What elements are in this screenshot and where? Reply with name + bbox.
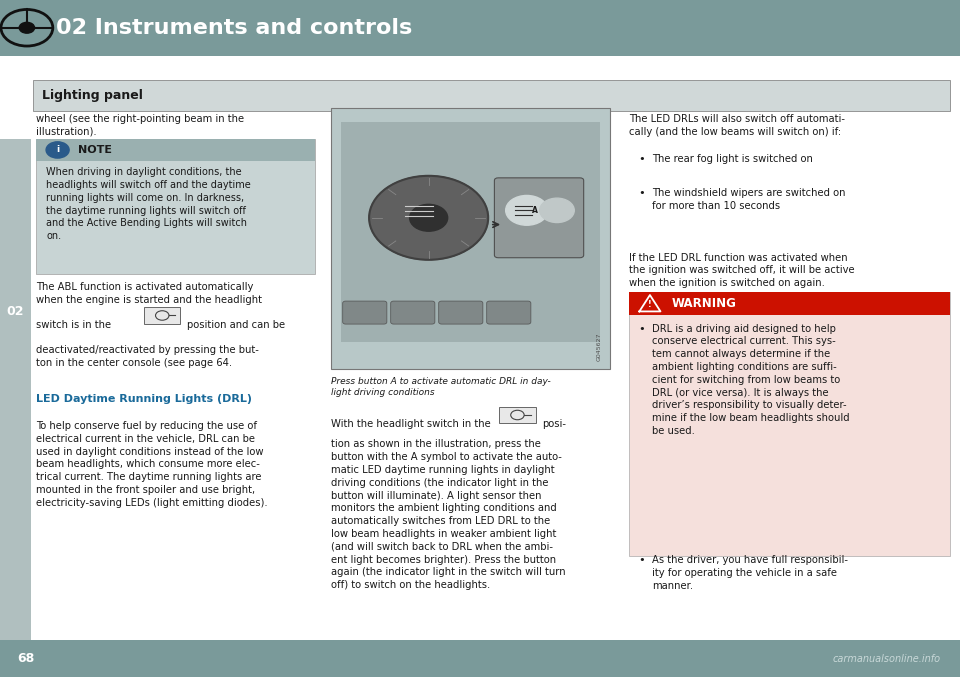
Text: Press button A to activate automatic DRL in day-
light driving conditions: Press button A to activate automatic DRL… (331, 377, 551, 397)
Text: As the driver, you have full responsibil-
ity for operating the vehicle in a saf: As the driver, you have full responsibil… (652, 555, 848, 591)
Circle shape (19, 22, 35, 33)
Text: Lighting panel: Lighting panel (42, 89, 143, 102)
Text: A: A (532, 206, 538, 215)
FancyBboxPatch shape (0, 0, 960, 56)
Text: •: • (638, 188, 645, 198)
Text: •: • (638, 324, 645, 334)
Text: NOTE: NOTE (78, 145, 111, 155)
Text: •: • (638, 154, 645, 165)
FancyBboxPatch shape (499, 407, 536, 423)
Text: i: i (56, 146, 60, 154)
FancyBboxPatch shape (0, 139, 31, 640)
Text: The LED DRLs will also switch off automati-
cally (and the low beams will switch: The LED DRLs will also switch off automa… (629, 114, 845, 137)
Text: switch is in the: switch is in the (36, 320, 111, 330)
Text: wheel (see the right-pointing beam in the
illustration).: wheel (see the right-pointing beam in th… (36, 114, 245, 137)
Text: 02: 02 (7, 305, 24, 318)
FancyBboxPatch shape (391, 301, 435, 324)
Text: LED Daytime Running Lights (DRL): LED Daytime Running Lights (DRL) (36, 394, 252, 404)
Text: carmanualsonline.info: carmanualsonline.info (832, 654, 941, 663)
Text: The rear fog light is switched on: The rear fog light is switched on (652, 154, 813, 165)
Text: WARNING: WARNING (672, 297, 737, 311)
Text: 68: 68 (17, 652, 35, 665)
Circle shape (410, 204, 447, 232)
Text: With the headlight switch in the: With the headlight switch in the (331, 419, 491, 429)
Text: The ABL function is activated automatically
when the engine is started and the h: The ABL function is activated automatica… (36, 282, 262, 305)
Text: tion as shown in the illustration, press the
button with the A symbol to activat: tion as shown in the illustration, press… (331, 439, 565, 590)
Circle shape (46, 141, 69, 158)
Circle shape (369, 176, 488, 260)
Text: If the LED DRL function was activated when
the ignition was switched off, it wil: If the LED DRL function was activated wh… (629, 253, 854, 288)
Text: !: ! (648, 300, 652, 309)
FancyBboxPatch shape (629, 292, 950, 556)
FancyBboxPatch shape (36, 139, 315, 274)
FancyBboxPatch shape (36, 139, 315, 161)
Text: The windshield wipers are switched on
for more than 10 seconds: The windshield wipers are switched on fo… (652, 188, 846, 211)
Text: •: • (638, 555, 645, 565)
FancyBboxPatch shape (439, 301, 483, 324)
Circle shape (540, 198, 574, 223)
Text: To help conserve fuel by reducing the use of
electrical current in the vehicle, : To help conserve fuel by reducing the us… (36, 421, 268, 508)
FancyBboxPatch shape (0, 640, 960, 677)
Circle shape (506, 196, 548, 225)
FancyBboxPatch shape (144, 307, 180, 324)
FancyBboxPatch shape (341, 122, 600, 342)
FancyBboxPatch shape (343, 301, 387, 324)
Text: position and can be: position and can be (187, 320, 285, 330)
FancyBboxPatch shape (629, 292, 950, 315)
FancyBboxPatch shape (494, 178, 584, 258)
Text: G045627: G045627 (597, 332, 602, 361)
FancyBboxPatch shape (487, 301, 531, 324)
Text: posi-: posi- (542, 419, 566, 429)
Text: 02 Instruments and controls: 02 Instruments and controls (56, 18, 412, 38)
Text: When driving in daylight conditions, the
headlights will switch off and the dayt: When driving in daylight conditions, the… (46, 167, 251, 241)
Text: deactivated/reactivated by pressing the but-
ton in the center console (see page: deactivated/reactivated by pressing the … (36, 345, 259, 368)
FancyBboxPatch shape (331, 108, 610, 369)
FancyBboxPatch shape (33, 80, 950, 111)
Text: DRL is a driving aid designed to help
conserve electrical current. This sys-
tem: DRL is a driving aid designed to help co… (652, 324, 850, 436)
